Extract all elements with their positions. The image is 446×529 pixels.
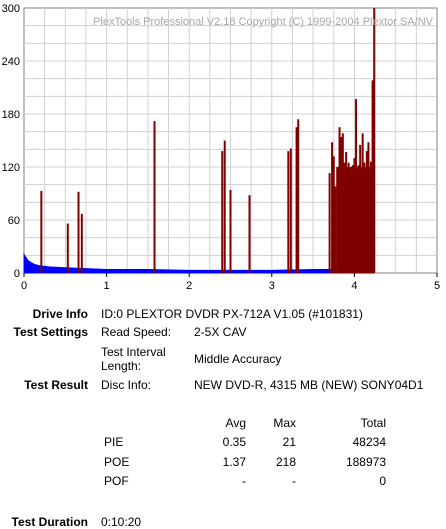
chart-title: PlexTools Professional V2.18 Copyright (… [93,16,434,28]
y-tick-label: 60 [8,215,20,227]
test-settings-label: Test Settings [13,325,88,339]
y-tick-label: 0 [14,268,20,280]
row-poe-avg: 1.37 [222,455,246,469]
header-avg: Avg [225,416,246,430]
disc-info-label: Disc Info: [101,378,152,392]
poe-dense-region [336,167,373,273]
interval-label-line2: Length: [101,359,142,373]
y-axis-ticks: 0 60 120 180 240 300 [2,3,20,280]
x-tick-label: 0 [21,280,27,292]
test-duration-value: 0:10:20 [101,515,142,529]
disc-info-value: NEW DVD-R, 4315 MB (NEW) SONY04D1 [194,378,424,392]
row-poe-name: POE [104,455,130,469]
row-poe-total: 188973 [345,455,386,469]
row-pof-name: POF [104,474,129,488]
x-tick-label: 2 [186,280,192,292]
x-tick-label: 3 [269,280,275,292]
test-result-label: Test Result [24,378,88,392]
row-pie-max: 21 [282,435,296,449]
x-tick-label: 1 [104,280,110,292]
header-total: Total [360,416,386,430]
row-pie-name: PIE [104,435,124,449]
interval-label-line1: Test Interval [101,345,166,359]
poe-series [40,8,376,273]
x-tick-label: 4 [351,280,357,292]
row-pie-total: 48234 [352,435,386,449]
row-poe-max: 218 [275,455,296,469]
read-speed-label: Read Speed: [101,325,172,339]
row-pof-max: - [292,474,296,488]
x-axis-ticks: 0 1 2 3 4 5 [21,273,440,292]
chart: 0 60 120 180 240 300 0 1 2 3 4 5 PlexTools Profess… [2,3,440,292]
x-tick-label: 5 [434,280,440,292]
y-tick-label: 240 [2,56,20,68]
y-tick-label: 120 [2,162,20,174]
test-duration-label: Test Duration [11,515,88,529]
row-pof-total: 0 [379,474,386,488]
y-tick-label: 300 [2,3,20,15]
drive-info-label: Drive Info [32,307,88,321]
drive-info-value: ID:0 PLEXTOR DVDR PX-712A V1.05 (#101831… [101,307,363,321]
y-tick-label: 180 [2,109,20,121]
row-pie-avg: 0.35 [222,435,246,449]
read-speed-value: 2-5X CAV [194,325,247,339]
header-max: Max [273,416,296,430]
interval-value: Middle Accuracy [194,352,282,366]
row-pof-avg: - [242,474,246,488]
